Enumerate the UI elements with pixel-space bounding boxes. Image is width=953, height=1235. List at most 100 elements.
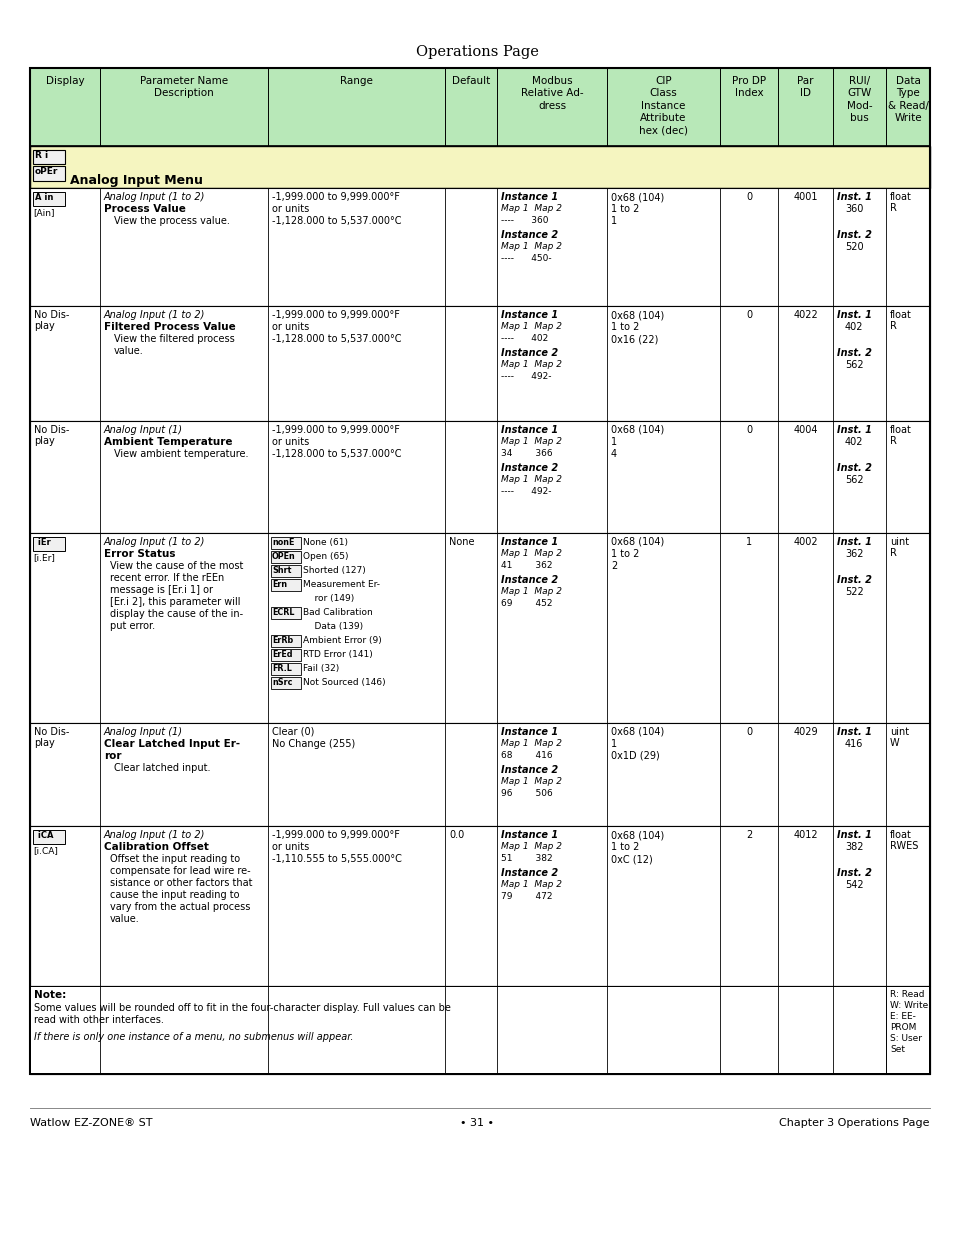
Text: 0x16 (22): 0x16 (22) <box>610 333 658 345</box>
Text: nSrc: nSrc <box>272 678 292 687</box>
Text: R: R <box>889 321 896 331</box>
Text: No Dis-: No Dis- <box>34 425 70 435</box>
Text: Instance 2: Instance 2 <box>500 576 558 585</box>
Text: Inst. 2: Inst. 2 <box>836 868 871 878</box>
Text: Inst. 1: Inst. 1 <box>836 537 871 547</box>
Text: S: User: S: User <box>889 1034 921 1044</box>
Text: RUI/
GTW
Mod-
bus: RUI/ GTW Mod- bus <box>846 77 871 124</box>
Text: -1,999.000 to 9,999.000°F: -1,999.000 to 9,999.000°F <box>272 830 399 840</box>
Text: 402: 402 <box>844 437 862 447</box>
Text: 402: 402 <box>844 322 862 332</box>
Text: 362: 362 <box>844 550 862 559</box>
Text: play: play <box>34 739 54 748</box>
Text: Range: Range <box>339 77 373 86</box>
Bar <box>30 421 929 534</box>
Text: Map 1  Map 2: Map 1 Map 2 <box>500 739 561 748</box>
Bar <box>30 146 929 188</box>
Text: play: play <box>34 436 54 446</box>
Text: 79        472: 79 472 <box>500 892 552 902</box>
Text: Shrt: Shrt <box>272 566 291 576</box>
Text: [Er.i 2], this parameter will: [Er.i 2], this parameter will <box>110 597 240 606</box>
Text: Instance 1: Instance 1 <box>500 310 558 320</box>
Text: [i.Er]: [i.Er] <box>33 553 55 562</box>
Text: ErEd: ErEd <box>272 650 293 659</box>
Bar <box>30 68 929 146</box>
Text: No Dis-: No Dis- <box>34 727 70 737</box>
Text: 68        416: 68 416 <box>500 751 552 760</box>
Text: 0x68 (104): 0x68 (104) <box>610 537 663 547</box>
Text: 0x68 (104): 0x68 (104) <box>610 310 663 320</box>
Bar <box>30 306 929 421</box>
Text: 0: 0 <box>745 727 751 737</box>
Text: Clear Latched Input Er-: Clear Latched Input Er- <box>104 739 240 748</box>
Text: or units: or units <box>272 322 309 332</box>
Text: 1: 1 <box>610 216 617 226</box>
Bar <box>33 537 65 551</box>
Text: 0: 0 <box>745 425 751 435</box>
Text: or units: or units <box>272 437 309 447</box>
Text: Instance 1: Instance 1 <box>500 727 558 737</box>
Text: 522: 522 <box>844 587 862 597</box>
Text: Instance 2: Instance 2 <box>500 764 558 776</box>
Text: 1: 1 <box>610 739 617 748</box>
Text: None (61): None (61) <box>303 538 348 547</box>
Text: Process Value: Process Value <box>104 204 186 214</box>
Text: View the cause of the most: View the cause of the most <box>110 561 243 571</box>
Text: No Change (255): No Change (255) <box>272 739 355 748</box>
Text: 69        452: 69 452 <box>500 599 552 608</box>
Text: display the cause of the in-: display the cause of the in- <box>110 609 243 619</box>
Text: Instance 2: Instance 2 <box>500 868 558 878</box>
Text: 2: 2 <box>745 830 751 840</box>
Text: ----      492-: ---- 492- <box>500 487 551 496</box>
Bar <box>33 830 65 844</box>
Text: Instance 1: Instance 1 <box>500 425 558 435</box>
Text: 4001: 4001 <box>792 191 817 203</box>
Bar <box>30 188 929 306</box>
Text: float: float <box>889 310 911 320</box>
Bar <box>30 68 929 1074</box>
Text: Inst. 1: Inst. 1 <box>836 727 871 737</box>
Bar <box>271 663 301 676</box>
Text: RTD Error (141): RTD Error (141) <box>303 650 373 659</box>
Text: Inst. 2: Inst. 2 <box>836 576 871 585</box>
Text: Display: Display <box>46 77 84 86</box>
Text: Shorted (127): Shorted (127) <box>303 566 365 576</box>
Text: nonE: nonE <box>272 538 294 547</box>
Text: oPEr: oPEr <box>35 167 58 177</box>
Text: vary from the actual process: vary from the actual process <box>110 902 250 911</box>
Text: 0x68 (104): 0x68 (104) <box>610 191 663 203</box>
Text: R: R <box>889 436 896 446</box>
Text: Map 1  Map 2: Map 1 Map 2 <box>500 881 561 889</box>
Bar <box>33 191 65 206</box>
Text: -1,128.000 to 5,537.000°C: -1,128.000 to 5,537.000°C <box>272 216 401 226</box>
Text: 41        362: 41 362 <box>500 561 552 571</box>
Bar <box>30 534 929 722</box>
Text: 0x68 (104): 0x68 (104) <box>610 727 663 737</box>
Text: 4004: 4004 <box>792 425 817 435</box>
Bar <box>271 650 301 661</box>
Text: Operations Page: Operations Page <box>416 44 537 59</box>
Text: Error Status: Error Status <box>104 550 175 559</box>
Text: Ern: Ern <box>272 580 287 589</box>
Text: -1,128.000 to 5,537.000°C: -1,128.000 to 5,537.000°C <box>272 333 401 345</box>
Text: ----      450-: ---- 450- <box>500 254 551 263</box>
Text: sistance or other factors that: sistance or other factors that <box>110 878 253 888</box>
Text: -1,128.000 to 5,537.000°C: -1,128.000 to 5,537.000°C <box>272 450 401 459</box>
Text: or units: or units <box>272 842 309 852</box>
Text: 416: 416 <box>844 739 862 748</box>
Text: 382: 382 <box>844 842 862 852</box>
Text: 0: 0 <box>745 310 751 320</box>
Text: A in: A in <box>35 193 53 203</box>
Bar <box>271 635 301 647</box>
Text: play: play <box>34 321 54 331</box>
Text: float: float <box>889 191 911 203</box>
Text: 1 to 2: 1 to 2 <box>610 550 639 559</box>
Text: Ambient Temperature: Ambient Temperature <box>104 437 233 447</box>
Text: 0x68 (104): 0x68 (104) <box>610 425 663 435</box>
Text: 0x68 (104): 0x68 (104) <box>610 830 663 840</box>
Text: R: R <box>889 548 896 558</box>
Text: Data (139): Data (139) <box>303 622 363 631</box>
Text: OPEn: OPEn <box>272 552 295 561</box>
Text: Map 1  Map 2: Map 1 Map 2 <box>500 842 561 851</box>
Text: 562: 562 <box>844 359 862 370</box>
